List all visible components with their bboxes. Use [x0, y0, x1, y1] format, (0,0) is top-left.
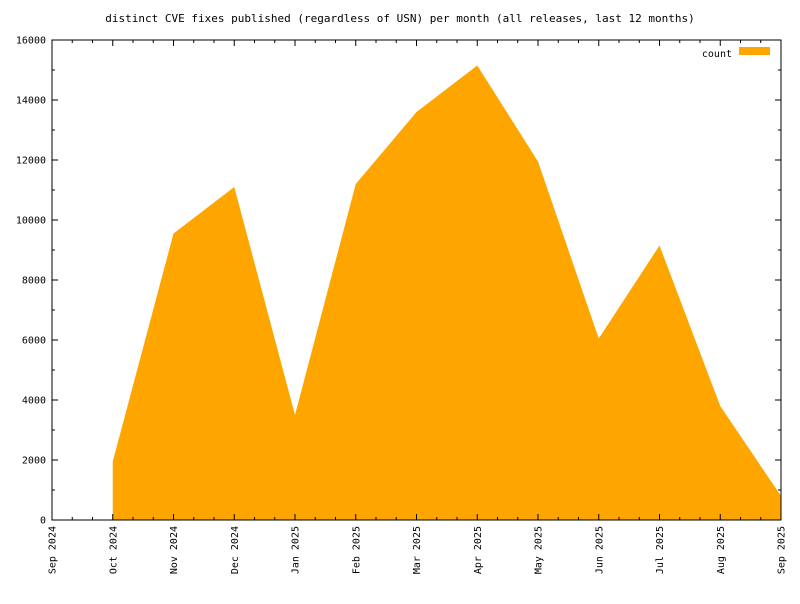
x-tick-label: Nov 2024: [169, 526, 180, 574]
legend-swatch-count: [739, 47, 770, 55]
x-tick-label: Jul 2025: [655, 526, 666, 574]
area-series-count: [113, 66, 781, 521]
y-tick-label: 10000: [16, 216, 46, 227]
y-tick-label: 8000: [22, 276, 46, 287]
chart-title: distinct CVE fixes published (regardless…: [0, 12, 800, 25]
x-tick-label: Sep 2025: [777, 526, 788, 574]
y-tick-label: 6000: [22, 336, 46, 347]
x-tick-label: Mar 2025: [412, 526, 423, 574]
y-tick-label: 14000: [16, 96, 46, 107]
y-tick-label: 2000: [22, 456, 46, 467]
legend-label-count: count: [702, 49, 732, 60]
x-tick-label: Jun 2025: [594, 526, 605, 574]
x-tick-label: Oct 2024: [108, 526, 119, 574]
y-tick-label: 4000: [22, 396, 46, 407]
x-tick-label: Aug 2025: [716, 526, 727, 574]
x-tick-label: Jan 2025: [291, 526, 302, 574]
y-tick-label: 12000: [16, 156, 46, 167]
y-tick-label: 0: [40, 516, 46, 527]
x-tick-label: Dec 2024: [230, 526, 241, 574]
x-tick-label: Feb 2025: [351, 526, 362, 574]
y-tick-label: 16000: [16, 36, 46, 47]
x-tick-label: May 2025: [534, 526, 545, 574]
x-tick-label: Apr 2025: [473, 526, 484, 574]
x-tick-label: Sep 2024: [48, 526, 59, 574]
